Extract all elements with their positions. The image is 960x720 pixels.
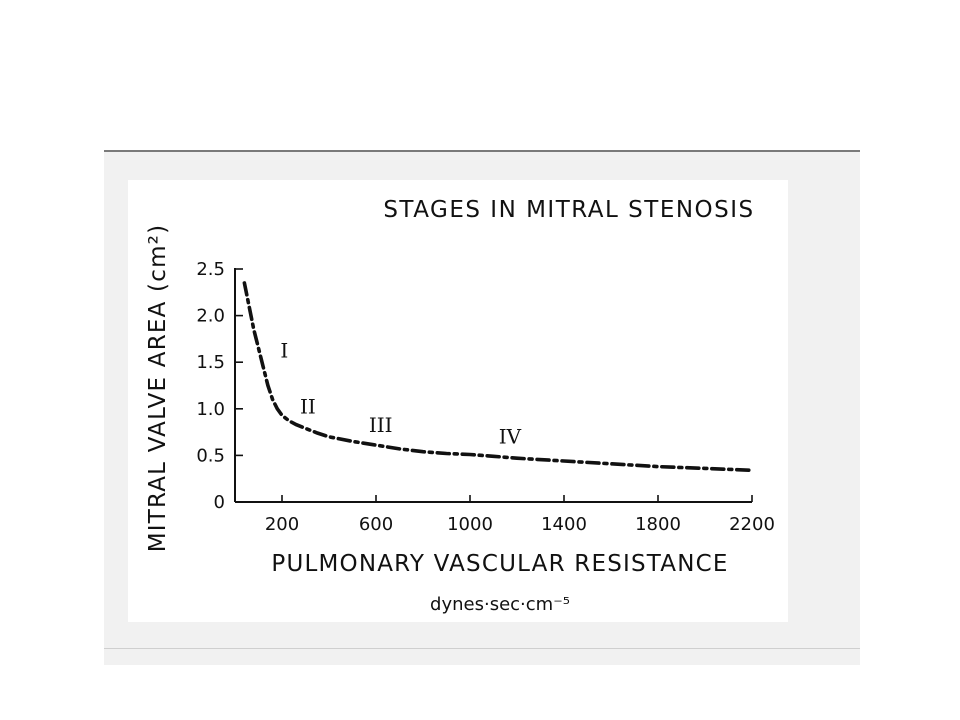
stage-label: I (280, 339, 288, 363)
x-tick-label: 1400 (541, 514, 587, 535)
y-tick-label: 0 (214, 492, 225, 513)
y-tick-label: 0.5 (196, 445, 225, 466)
y-tick-label: 1.0 (196, 399, 225, 420)
figure-card: STAGES IN MITRAL STENOSIS 200 600 1000 1400… (128, 180, 788, 622)
y-tick-label: 2.5 (196, 259, 225, 280)
x-tick-label: 1800 (635, 514, 681, 535)
stage-label: II (300, 394, 316, 418)
series-line (242, 281, 754, 473)
stage-label: IV (499, 424, 522, 448)
panel-divider (104, 648, 860, 649)
x-axis-unit: dynes·sec·cm⁻⁵ (430, 594, 570, 615)
mitral-stenosis-chart: STAGES IN MITRAL STENOSIS 200 600 1000 1400… (145, 197, 775, 615)
x-tick-label: 200 (265, 514, 299, 535)
x-tick-label: 600 (359, 514, 393, 535)
x-axis-title: PULMONARY VASCULAR RESISTANCE (271, 551, 728, 577)
y-tick-label: 1.5 (196, 352, 225, 373)
y-tick-label: 2.0 (196, 306, 225, 327)
y-axis-title: MITRAL VALVE AREA (cm²) (145, 224, 171, 553)
x-tick-label: 1000 (447, 514, 493, 535)
x-tick-label: 2200 (729, 514, 775, 535)
stage-label: III (369, 413, 393, 437)
chart-title: STAGES IN MITRAL STENOSIS (383, 197, 754, 223)
